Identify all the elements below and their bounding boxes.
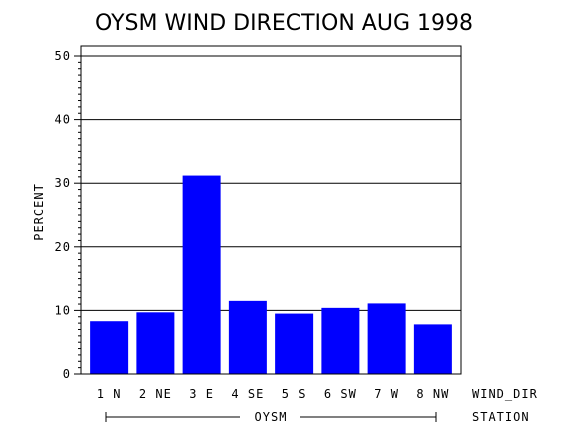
y-tick-label: 10	[55, 303, 71, 317]
gridlines	[81, 55, 461, 311]
y-tick-label: 50	[55, 49, 71, 63]
y-axis-label: PERCENT	[32, 183, 46, 241]
bar	[90, 321, 129, 374]
x-tick-label: 5 S	[282, 387, 307, 401]
x-tick-label: 1 N	[97, 387, 122, 401]
chart-title: OYSM WIND DIRECTION AUG 1998	[95, 11, 473, 36]
y-tick-label: 40	[55, 113, 71, 127]
bar	[182, 175, 221, 374]
bar	[136, 312, 175, 374]
x-tick-label: 4 SE	[231, 387, 264, 401]
bar	[275, 313, 314, 374]
x-tick-label: 6 SW	[324, 387, 357, 401]
group-axis-label: STATION	[472, 410, 530, 424]
group-label: OYSM	[255, 410, 288, 424]
y-tick-label: 0	[63, 367, 71, 381]
bar	[228, 300, 267, 374]
bar	[321, 307, 360, 374]
x-tick-label: 2 NE	[139, 387, 172, 401]
x-tick-labels: 1 N 2 NE 3 E 4 SE 5 S 6 SW 7 W 8 NW	[97, 387, 449, 401]
bar	[367, 303, 406, 374]
y-tick-label: 30	[55, 176, 71, 190]
x-tick-label: 8 NW	[416, 387, 449, 401]
x-tick-label: 3 E	[189, 387, 214, 401]
x-tick-label: 7 W	[374, 387, 399, 401]
plot-frame	[80, 45, 462, 375]
bar	[413, 324, 452, 374]
y-axis-ticks: 0 10 20 30 40 50	[55, 49, 81, 381]
y-tick-label: 20	[55, 240, 71, 254]
x-axis-label: WIND_DIR	[472, 387, 538, 401]
bars	[90, 175, 452, 374]
